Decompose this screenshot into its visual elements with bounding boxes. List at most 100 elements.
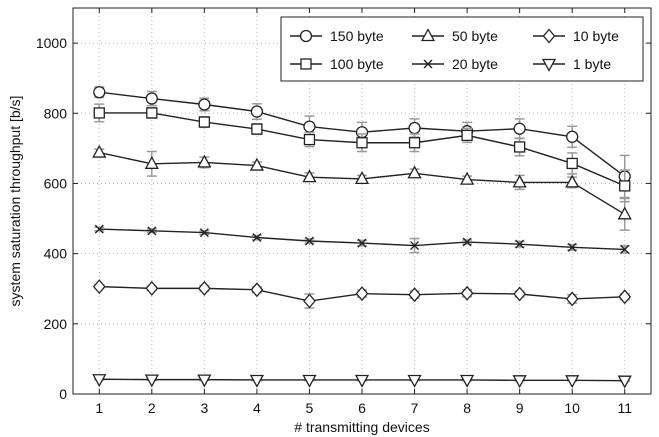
data-point bbox=[198, 280, 211, 296]
data-point bbox=[147, 226, 157, 236]
series-10-byte bbox=[92, 279, 632, 309]
x-tick-label: 7 bbox=[411, 400, 419, 416]
x-tick-label: 4 bbox=[253, 400, 261, 416]
data-point bbox=[303, 293, 316, 309]
x-axis-label: # transmitting devices bbox=[294, 419, 429, 435]
legend: 150 byte 50 byte 10 byte 100 byte 20 byte 1 b… bbox=[280, 16, 644, 82]
data-point bbox=[566, 157, 578, 170]
data-point bbox=[92, 279, 106, 295]
data-point bbox=[302, 169, 317, 183]
data-point bbox=[144, 374, 159, 388]
data-point bbox=[144, 155, 159, 169]
data-point bbox=[93, 86, 106, 99]
data-point bbox=[618, 289, 632, 305]
data-point bbox=[617, 206, 632, 220]
data-point bbox=[408, 137, 421, 149]
y-tick-label: 200 bbox=[44, 316, 68, 332]
legend-marker bbox=[541, 58, 557, 72]
data-point bbox=[145, 280, 159, 296]
data-point bbox=[198, 98, 211, 111]
legend-marker bbox=[423, 59, 433, 69]
x-tick-label: 11 bbox=[617, 400, 632, 416]
data-point bbox=[410, 241, 420, 251]
x-tick-label: 3 bbox=[200, 400, 208, 416]
data-point bbox=[198, 116, 211, 128]
series-50-byte bbox=[92, 144, 632, 231]
data-point bbox=[94, 224, 104, 234]
x-tick-label: 8 bbox=[463, 400, 471, 416]
x-tick-label: 10 bbox=[564, 400, 580, 416]
x-tick-label: 9 bbox=[516, 400, 524, 416]
y-tick-label: 800 bbox=[44, 105, 68, 121]
data-point bbox=[567, 242, 577, 252]
data-point bbox=[461, 129, 473, 142]
data-point bbox=[513, 286, 526, 302]
data-point bbox=[565, 375, 580, 389]
data-point bbox=[512, 375, 527, 389]
legend-marker bbox=[542, 28, 556, 44]
data-point bbox=[354, 171, 370, 185]
data-point bbox=[92, 374, 107, 388]
data-point bbox=[303, 120, 316, 133]
data-point bbox=[302, 374, 317, 388]
data-point bbox=[462, 237, 472, 247]
legend-label: 100 byte bbox=[330, 56, 384, 72]
data-point bbox=[620, 244, 630, 254]
legend-box bbox=[280, 16, 644, 82]
legend-label: 150 byte bbox=[330, 28, 384, 44]
data-point bbox=[303, 133, 316, 146]
data-point bbox=[459, 374, 475, 388]
data-point bbox=[459, 171, 475, 185]
data-point bbox=[566, 130, 579, 143]
data-point bbox=[407, 165, 422, 179]
data-point bbox=[146, 107, 158, 119]
data-point bbox=[617, 375, 632, 389]
x-tick-label: 5 bbox=[306, 400, 314, 416]
data-point bbox=[357, 238, 367, 248]
data-point bbox=[199, 228, 209, 238]
legend-label: 20 byte bbox=[452, 56, 498, 72]
y-tick-label: 400 bbox=[44, 246, 68, 262]
data-point bbox=[197, 154, 212, 168]
data-point bbox=[408, 121, 421, 135]
series-20-byte bbox=[94, 224, 630, 254]
y-tick-label: 1000 bbox=[36, 35, 67, 51]
data-point bbox=[355, 286, 369, 302]
data-point bbox=[250, 282, 264, 298]
data-point bbox=[249, 374, 265, 388]
series-1-byte bbox=[92, 374, 632, 389]
x-tick-label: 1 bbox=[95, 400, 103, 416]
data-point bbox=[407, 374, 422, 388]
data-point bbox=[249, 157, 265, 171]
data-point bbox=[460, 285, 474, 301]
data-point bbox=[408, 287, 421, 303]
data-point bbox=[250, 105, 264, 118]
data-point bbox=[93, 107, 105, 119]
data-point bbox=[565, 291, 579, 307]
data-point bbox=[304, 236, 314, 246]
series-layer bbox=[92, 86, 632, 389]
legend-label: 50 byte bbox=[452, 28, 498, 44]
y-tick-label: 0 bbox=[59, 386, 67, 402]
data-point bbox=[197, 374, 212, 388]
data-point bbox=[513, 122, 526, 135]
data-point bbox=[565, 174, 580, 188]
legend-marker bbox=[299, 29, 313, 43]
data-point bbox=[92, 144, 107, 158]
data-point bbox=[619, 180, 631, 192]
legend-label: 10 byte bbox=[573, 28, 619, 44]
axes: 1 2 3 4 5 6 7 8 9 10 11 0 200 400 600 800 1000 bbox=[36, 7, 652, 416]
data-point bbox=[356, 137, 368, 149]
x-tick-label: 2 bbox=[148, 400, 156, 416]
legend-marker bbox=[420, 28, 436, 42]
x-tick-label: 6 bbox=[358, 400, 366, 416]
data-point bbox=[251, 123, 263, 135]
y-tick-label: 600 bbox=[44, 175, 68, 191]
data-point bbox=[515, 239, 525, 249]
legend-label: 1 byte bbox=[573, 56, 611, 72]
y-axis-label: system saturation throughput [b/s] bbox=[7, 96, 23, 307]
series-100-byte bbox=[93, 103, 631, 203]
data-point bbox=[354, 374, 370, 388]
data-point bbox=[145, 92, 158, 105]
